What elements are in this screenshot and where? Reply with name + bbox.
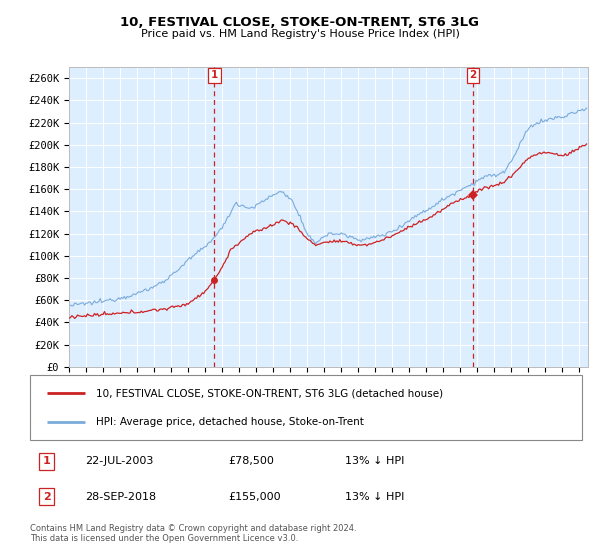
Text: 10, FESTIVAL CLOSE, STOKE-ON-TRENT, ST6 3LG (detached house): 10, FESTIVAL CLOSE, STOKE-ON-TRENT, ST6 … xyxy=(96,388,443,398)
Text: 13% ↓ HPI: 13% ↓ HPI xyxy=(344,492,404,502)
Text: Contains HM Land Registry data © Crown copyright and database right 2024.
This d: Contains HM Land Registry data © Crown c… xyxy=(30,524,356,543)
Text: 2: 2 xyxy=(470,70,477,80)
Text: 10, FESTIVAL CLOSE, STOKE-ON-TRENT, ST6 3LG: 10, FESTIVAL CLOSE, STOKE-ON-TRENT, ST6 … xyxy=(121,16,479,29)
Text: 22-JUL-2003: 22-JUL-2003 xyxy=(85,456,154,466)
Text: 2: 2 xyxy=(43,492,50,502)
Text: Price paid vs. HM Land Registry's House Price Index (HPI): Price paid vs. HM Land Registry's House … xyxy=(140,29,460,39)
Text: 28-SEP-2018: 28-SEP-2018 xyxy=(85,492,157,502)
Text: £78,500: £78,500 xyxy=(229,456,275,466)
Text: 1: 1 xyxy=(43,456,50,466)
Text: £155,000: £155,000 xyxy=(229,492,281,502)
Text: 13% ↓ HPI: 13% ↓ HPI xyxy=(344,456,404,466)
Text: 1: 1 xyxy=(211,70,218,80)
Text: HPI: Average price, detached house, Stoke-on-Trent: HPI: Average price, detached house, Stok… xyxy=(96,417,364,427)
